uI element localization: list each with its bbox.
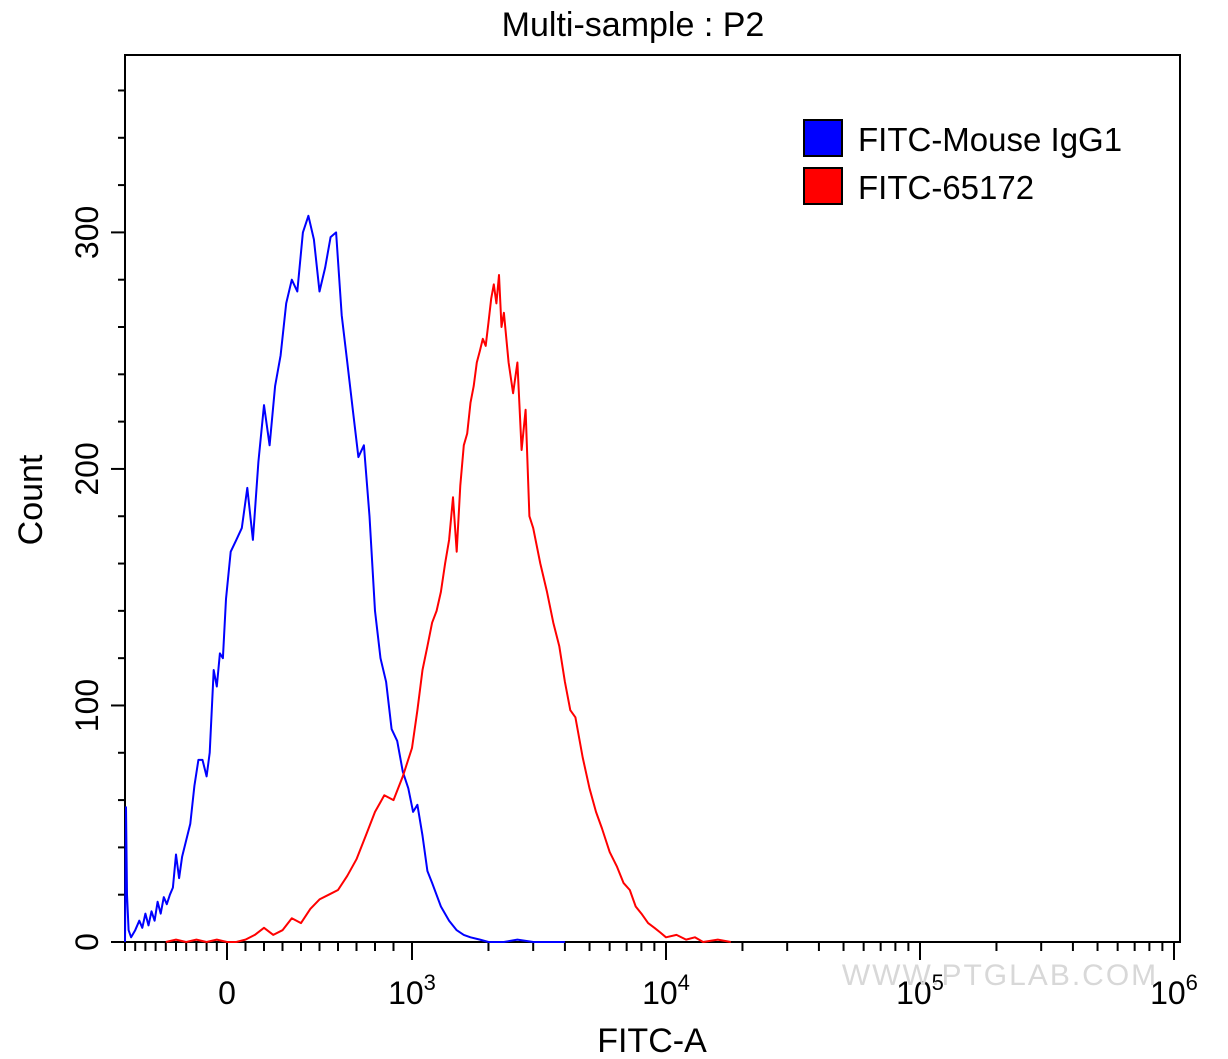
axis-tick-labels: 0 100 200 300 0 103 104 105 106: [69, 206, 1198, 1011]
legend: FITC-Mouse IgG1 FITC-65172: [803, 119, 1122, 206]
y-tick-label: 0: [69, 933, 105, 951]
x-tick-label: 106: [1150, 970, 1198, 1011]
x-tick-label: 103: [388, 970, 436, 1011]
series-line-2: [165, 274, 731, 943]
series-line-1: [124, 214, 565, 943]
legend-swatch: [803, 119, 843, 157]
y-axis-label: Count: [12, 454, 50, 545]
axis-ticks: [111, 89, 1175, 960]
plot-frame: [124, 54, 1181, 943]
legend-label: FITC-65172: [858, 169, 1034, 206]
x-tick-label: 0: [218, 975, 236, 1011]
x-tick-label: 104: [642, 970, 690, 1011]
y-tick-label: 100: [69, 679, 105, 732]
series-lines: [124, 214, 731, 943]
legend-label: FITC-Mouse IgG1: [858, 121, 1122, 158]
x-tick-label: 105: [896, 970, 944, 1011]
x-axis-label: FITC-A: [597, 1022, 707, 1059]
y-tick-label: 200: [69, 442, 105, 495]
y-tick-label: 300: [69, 206, 105, 259]
legend-swatch: [803, 167, 843, 205]
chart-title: Multi-sample : P2: [502, 6, 765, 44]
watermark-text: WWW.PTGLAB.COM: [842, 959, 1158, 992]
